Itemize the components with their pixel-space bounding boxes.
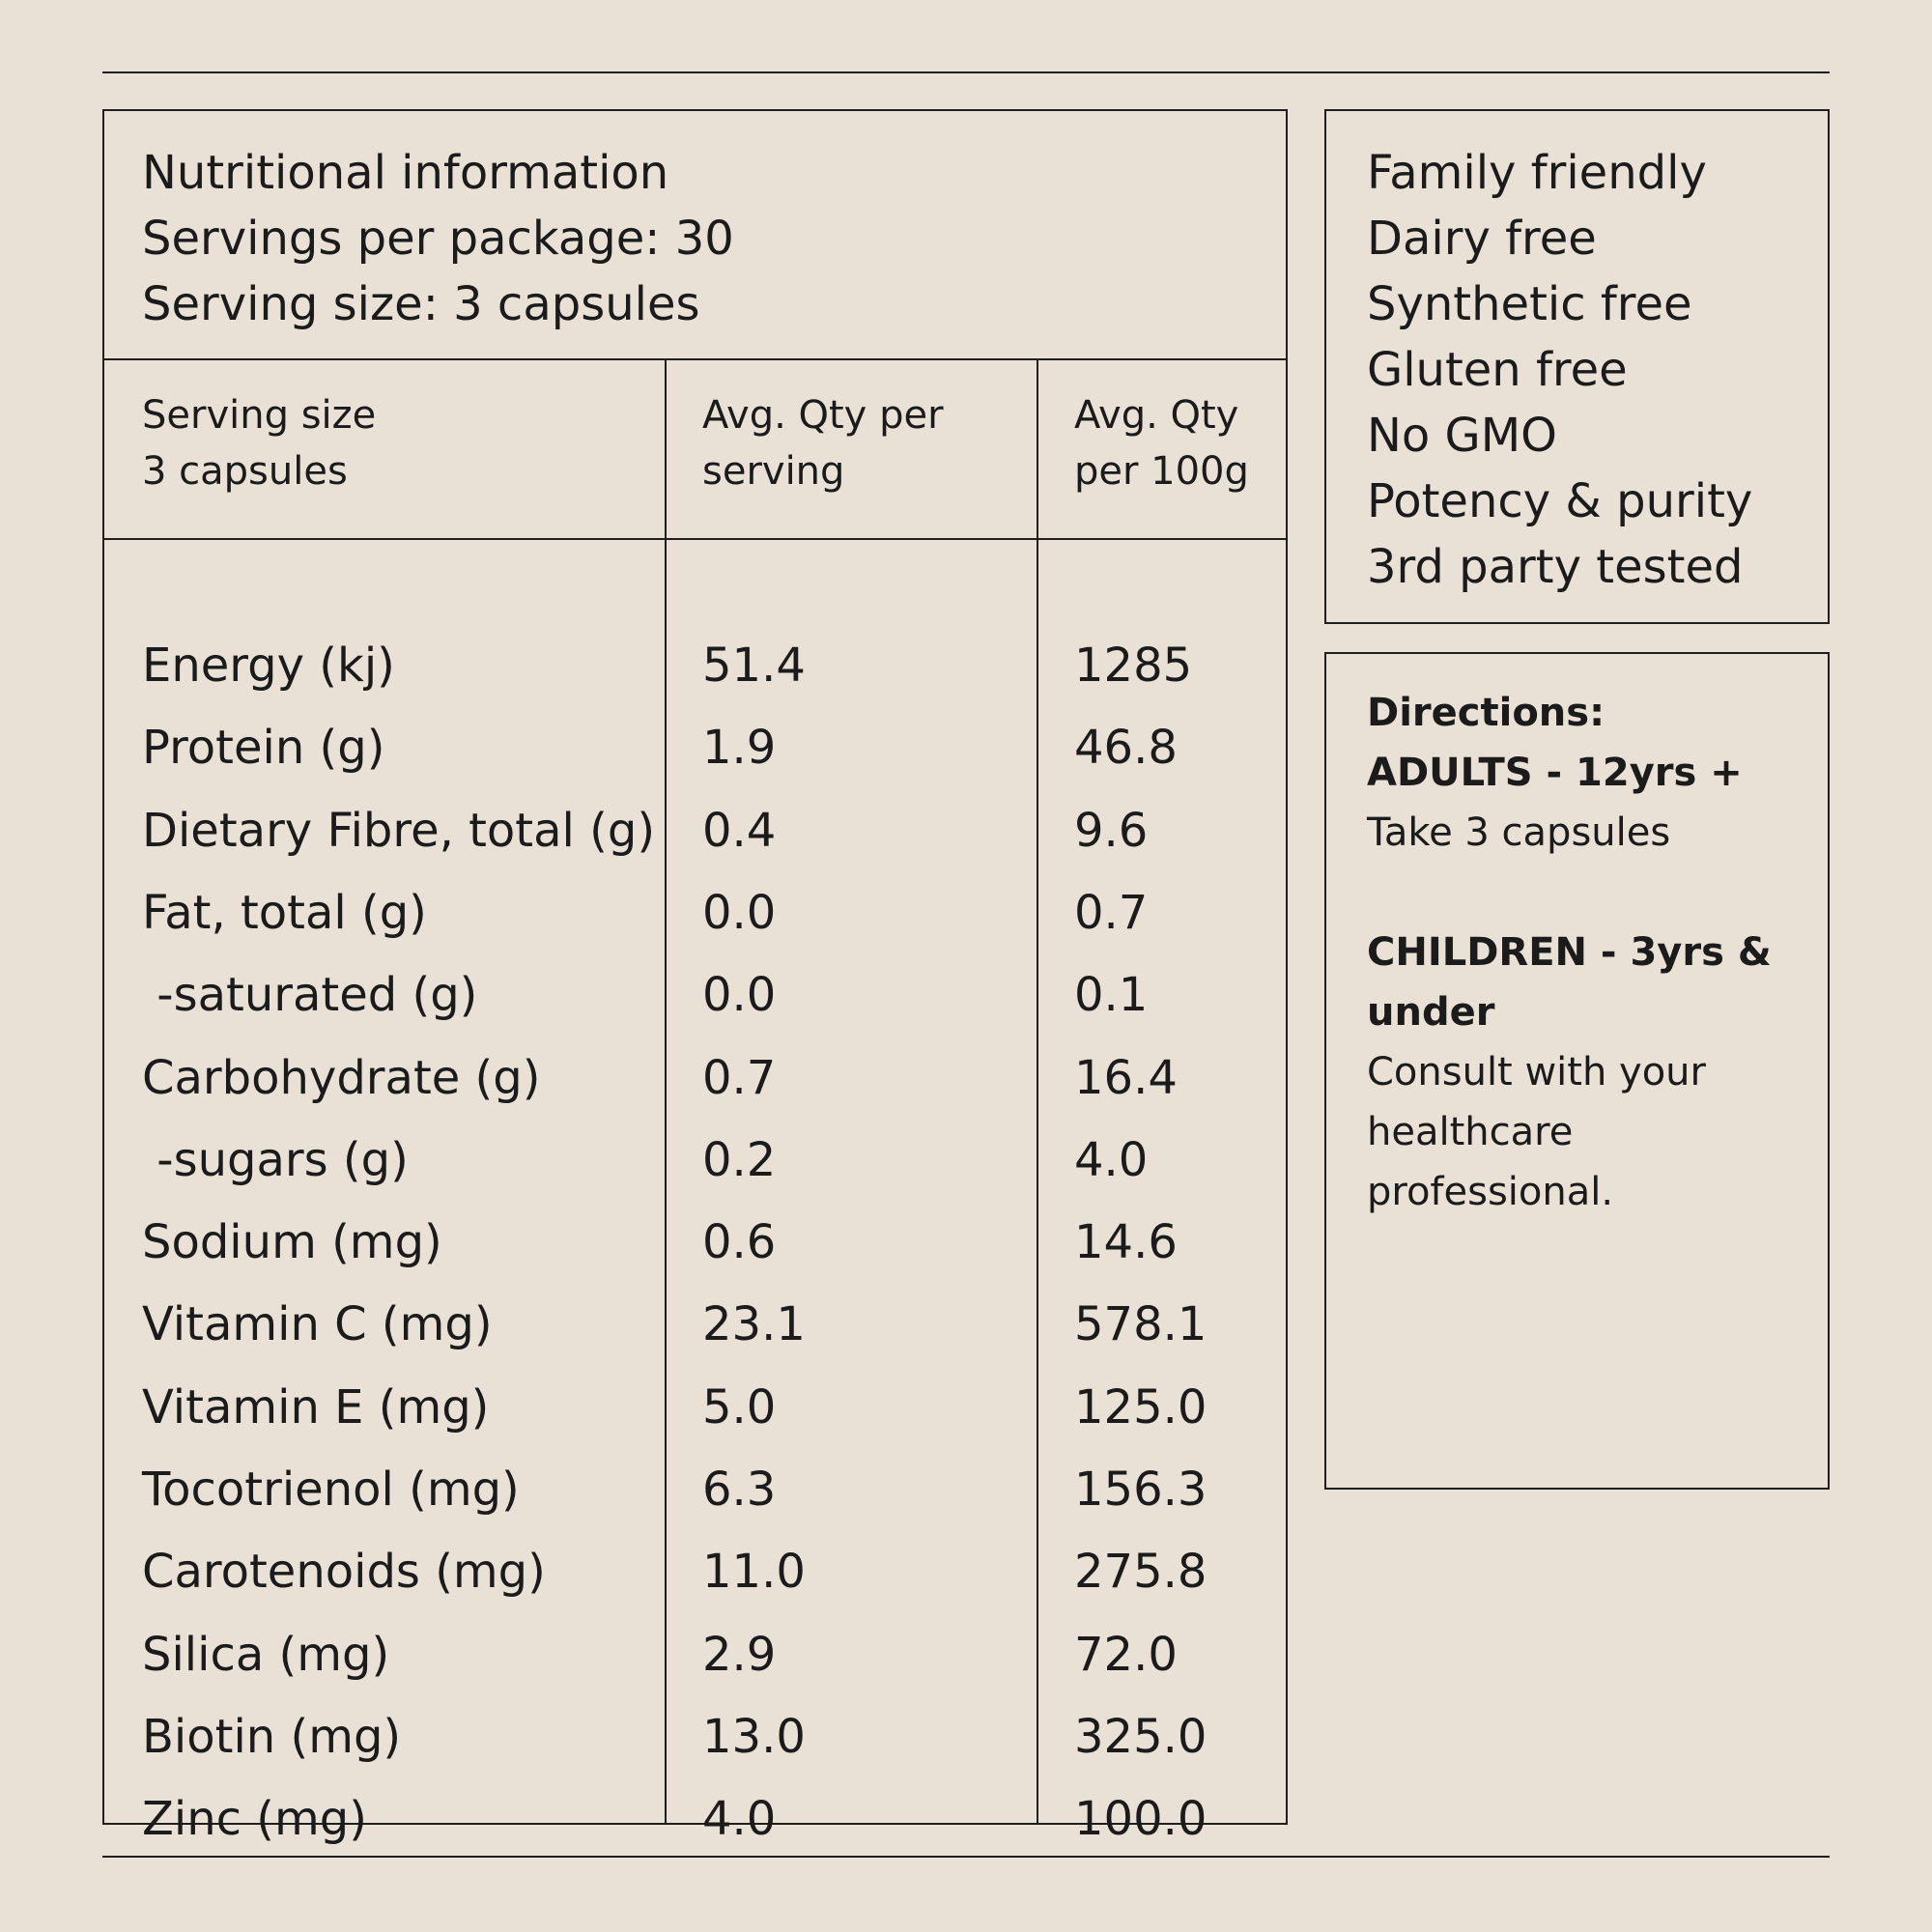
qty-per-serving: 51.4 [702, 639, 806, 693]
claim-item: Dairy free [1367, 212, 1597, 266]
table-row: Sodium (mg) 0.6 14.6 [104, 1202, 1286, 1284]
qty-per-serving: 6.3 [702, 1463, 777, 1517]
claim-item: No GMO [1367, 409, 1557, 463]
column-header-line: Avg. Qty [1074, 393, 1239, 438]
table-row: Silica (mg) 2.9 72.0 [104, 1614, 1286, 1696]
nutrient-name: Carbohydrate (g) [142, 1050, 541, 1105]
table-row: Carotenoids (mg) 11.0 275.8 [104, 1531, 1286, 1613]
qty-per-100g: 578.1 [1074, 1297, 1208, 1352]
adults-text: Take 3 capsules [1367, 810, 1671, 855]
qty-per-serving: 0.0 [702, 885, 777, 940]
qty-per-100g: 14.6 [1074, 1215, 1178, 1270]
column-divider [1037, 358, 1038, 1823]
qty-per-serving: 1.9 [702, 721, 777, 776]
nutrition-panel: Nutritional information Servings per pac… [102, 109, 1288, 1846]
column-header-line: Serving size [142, 393, 377, 438]
nutrient-name: Biotin (mg) [142, 1709, 402, 1764]
column-header-line: 3 capsules [142, 449, 348, 494]
column-header-line: serving [702, 449, 845, 494]
column-header-line: per 100g [1074, 449, 1249, 494]
qty-per-serving: 2.9 [702, 1627, 777, 1682]
nutrient-name: Protein (g) [142, 721, 385, 776]
column-header-per-serving: Avg. Qty per serving [702, 387, 944, 499]
column-header-serving-size: Serving size 3 capsules [142, 387, 376, 499]
nutrition-header: Nutritional information Servings per pac… [104, 111, 1286, 360]
adults-heading: ADULTS - 12yrs + [1367, 751, 1743, 795]
nutrient-name: -saturated (g) [142, 968, 478, 1023]
qty-per-100g: 1285 [1074, 639, 1193, 693]
serving-size: Serving size: 3 capsules [142, 277, 700, 331]
spacer [1367, 863, 1808, 923]
table-row: Biotin (mg) 13.0 325.0 [104, 1696, 1286, 1778]
qty-per-serving: 0.0 [702, 968, 777, 1023]
nutrient-name: Energy (kj) [142, 639, 395, 693]
table-row: Energy (kj) 51.4 1285 [104, 625, 1286, 707]
qty-per-serving: 0.4 [702, 803, 777, 858]
nutrition-title: Nutritional information [142, 146, 669, 200]
table-row: -sugars (g) 0.2 4.0 [104, 1120, 1286, 1202]
qty-per-100g: 9.6 [1074, 803, 1149, 858]
table-row: Vitamin E (mg) 5.0 125.0 [104, 1367, 1286, 1449]
qty-per-100g: 46.8 [1074, 721, 1178, 776]
table-row: Fat, total (g) 0.0 0.7 [104, 872, 1286, 954]
claim-item: Gluten free [1367, 343, 1628, 397]
column-header-line: Avg. Qty per [702, 393, 944, 438]
children-text: professional. [1367, 1170, 1614, 1214]
nutrient-name: Vitamin C (mg) [142, 1297, 493, 1352]
qty-per-100g: 16.4 [1074, 1050, 1178, 1105]
bottom-divider [102, 1856, 1830, 1858]
claim-item: Potency & purity [1367, 474, 1753, 528]
nutrient-name: Tocotrienol (mg) [142, 1463, 520, 1517]
qty-per-100g: 325.0 [1074, 1709, 1208, 1764]
table-row: Carbohydrate (g) 0.7 16.4 [104, 1037, 1286, 1120]
table-row: Dietary Fibre, total (g) 0.4 9.6 [104, 790, 1286, 872]
qty-per-serving: 0.2 [702, 1132, 777, 1187]
nutrient-name: Fat, total (g) [142, 885, 427, 940]
qty-per-serving: 0.7 [702, 1050, 777, 1105]
column-header-per-100g: Avg. Qty per 100g [1074, 387, 1249, 499]
qty-per-100g: 275.8 [1074, 1545, 1208, 1600]
column-divider [665, 358, 667, 1823]
qty-per-100g: 125.0 [1074, 1379, 1208, 1435]
table-row: Zinc (mg) 4.0 100.0 [104, 1778, 1286, 1861]
nutrient-name: -sugars (g) [142, 1132, 409, 1187]
claim-item: Synthetic free [1367, 277, 1692, 331]
servings-per-package: Servings per package: 30 [142, 212, 734, 266]
qty-per-100g: 100.0 [1074, 1792, 1208, 1847]
top-divider [102, 71, 1830, 73]
children-heading: under [1367, 990, 1495, 1035]
column-header-row: Serving size 3 capsules Avg. Qty per ser… [104, 358, 1286, 540]
children-text: healthcare [1367, 1110, 1574, 1154]
qty-per-serving: 4.0 [702, 1792, 777, 1847]
directions-title: Directions: [1367, 691, 1605, 735]
nutrient-name: Dietary Fibre, total (g) [142, 803, 656, 858]
nutrient-name: Zinc (mg) [142, 1792, 367, 1847]
claim-item: 3rd party tested [1367, 540, 1744, 594]
nutrient-name: Vitamin E (mg) [142, 1379, 490, 1435]
qty-per-100g: 156.3 [1074, 1463, 1208, 1517]
qty-per-serving: 0.6 [702, 1215, 777, 1270]
table-row: Tocotrienol (mg) 6.3 156.3 [104, 1449, 1286, 1531]
qty-per-serving: 5.0 [702, 1379, 777, 1435]
directions-panel: Directions: ADULTS - 12yrs + Take 3 caps… [1324, 652, 1830, 1490]
children-text: Consult with your [1367, 1050, 1706, 1094]
qty-per-100g: 72.0 [1074, 1627, 1178, 1682]
claims-panel: Family friendly Dairy free Synthetic fre… [1324, 109, 1830, 624]
qty-per-serving: 13.0 [702, 1709, 806, 1764]
table-row: -saturated (g) 0.0 0.1 [104, 954, 1286, 1037]
qty-per-100g: 0.1 [1074, 968, 1149, 1023]
qty-per-serving: 23.1 [702, 1297, 806, 1352]
qty-per-100g: 4.0 [1074, 1132, 1149, 1187]
nutrient-name: Silica (mg) [142, 1627, 390, 1682]
claim-item: Family friendly [1367, 146, 1707, 200]
table-row: Vitamin C (mg) 23.1 578.1 [104, 1284, 1286, 1366]
table-row: Protein (g) 1.9 46.8 [104, 707, 1286, 789]
children-heading: CHILDREN - 3yrs & [1367, 930, 1772, 975]
qty-per-serving: 11.0 [702, 1545, 806, 1600]
nutrient-name: Carotenoids (mg) [142, 1545, 546, 1600]
qty-per-100g: 0.7 [1074, 885, 1149, 940]
nutrient-name: Sodium (mg) [142, 1215, 442, 1270]
